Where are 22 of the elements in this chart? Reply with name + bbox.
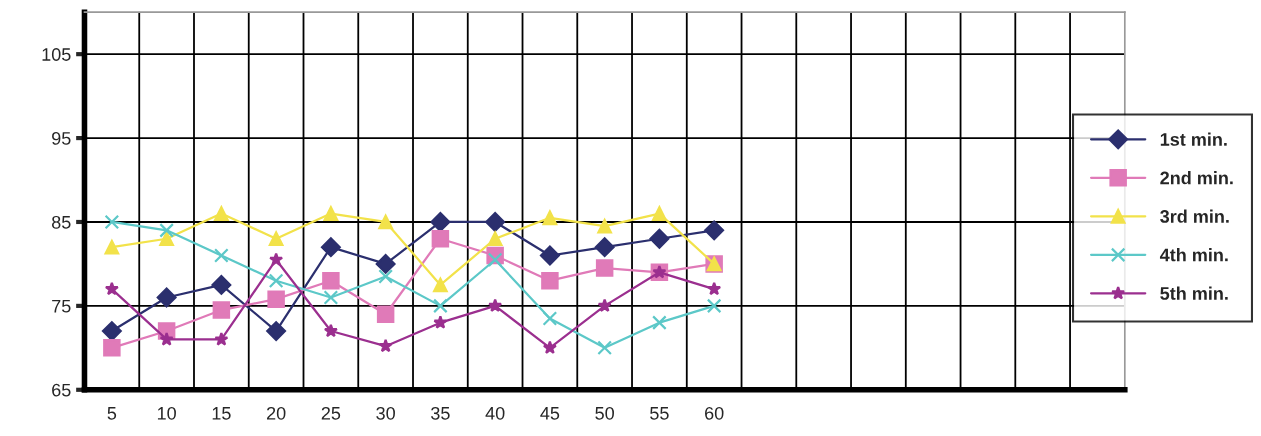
- legend-label: 1st min.: [1160, 132, 1227, 146]
- x-tick-label: 45: [540, 407, 560, 420]
- x-tick-label: 50: [595, 406, 614, 420]
- x-tick-label: 55: [650, 407, 669, 420]
- legend-label: 5th min.: [1160, 286, 1228, 300]
- x-tick-label: 40: [485, 406, 505, 420]
- x-tick-label: 15: [212, 407, 231, 420]
- x-tick-label: 35: [431, 406, 450, 420]
- y-tick-label: 95: [52, 132, 71, 145]
- legend-label: 4th min.: [1159, 248, 1228, 262]
- x-tick-label: 60: [705, 406, 724, 420]
- x-tick-label: 10: [157, 406, 176, 420]
- y-tick-label: 85: [52, 215, 71, 229]
- x-tick-label: 25: [321, 406, 341, 420]
- x-tick-label: 30: [376, 406, 395, 420]
- x-tick-label: 5: [107, 407, 117, 420]
- y-tick-label: 65: [52, 383, 71, 397]
- y-tick-label: 75: [52, 300, 71, 313]
- legend-label: 2nd min.: [1160, 171, 1233, 185]
- y-tick-label: 105: [42, 48, 71, 61]
- x-tick-label: 20: [266, 406, 286, 420]
- legend-label: 3rd min.: [1160, 209, 1229, 223]
